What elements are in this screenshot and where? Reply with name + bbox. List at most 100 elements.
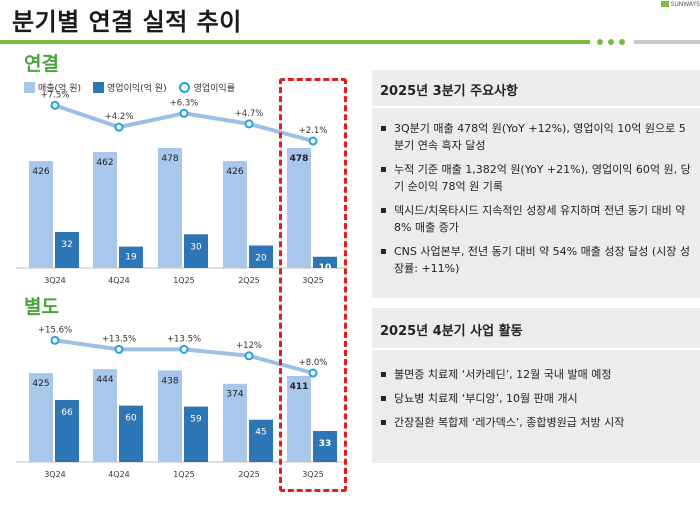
consolidated-op-income-bar: [55, 232, 79, 268]
separate-op-income-bar: [313, 431, 337, 462]
legend-op-income: 영업이익(억 원): [93, 81, 167, 94]
consolidated-margin-point: [114, 122, 124, 132]
consolidated-op-income-bar: [249, 245, 273, 268]
separate-margin-label: +12%: [236, 341, 262, 351]
consolidated-margin-point: [50, 100, 60, 110]
consolidated-margin-label: +6.3%: [170, 98, 199, 108]
panel1-bullet: 누적 기준 매출 1,382억 원(YoY +21%), 영업이익 60억 원,…: [380, 161, 694, 195]
separate-revenue-label: 438: [161, 376, 178, 386]
consolidated-op-income-bar: [119, 246, 143, 268]
legend-margin-label: 영업이익률: [193, 84, 235, 94]
separate-op-income-bar: [249, 419, 273, 462]
consolidated-tick-label: 2Q25: [238, 276, 260, 285]
title-rule: [0, 40, 590, 44]
separate-margin-label: +13.5%: [102, 334, 136, 344]
panel2-bullet: 불면증 치료제 ‘서카레딘’, 12월 국내 발매 예정: [380, 366, 694, 383]
separate-op-income-label: 45: [255, 428, 266, 438]
q3-highlight-box: [279, 78, 347, 492]
consolidated-revenue-bar: [158, 148, 182, 268]
consolidated-chart: 426 32 3Q24 462 19 4Q24 478 30 1Q25 426 20 2Q25 478 1…: [16, 90, 345, 479]
panel1-bullet: 3Q분기 매출 478억 원(YoY +12%), 영업이익 10억 원으로 5…: [380, 120, 694, 154]
chart-legend: 매출(억 원) 영업이익(억 원) 영업이익률: [24, 81, 247, 94]
legend-revenue: 매출(억 원): [24, 81, 81, 94]
consolidated-margin-point: [244, 119, 254, 129]
consolidated-tick-label: 1Q25: [173, 276, 195, 285]
separate-margin-label: +13.5%: [167, 334, 201, 344]
consolidated-op-income-label: 19: [125, 253, 137, 263]
consolidated-margin-point: [179, 108, 189, 118]
separate-margin-point: [308, 368, 318, 378]
separate-margin-label: +15.6%: [38, 325, 72, 335]
separate-revenue-bar: [287, 376, 311, 462]
separate-tick-label: 1Q25: [173, 470, 195, 479]
panel1-divider: [372, 106, 700, 108]
legend-op-income-label: 영업이익(억 원): [107, 84, 167, 94]
panel1-bullet: CNS 사업본부, 전년 동기 대비 약 54% 매출 성장 달성 (시장 성장…: [380, 243, 694, 277]
panel1-list: 3Q분기 매출 478억 원(YoY +12%), 영업이익 10억 원으로 5…: [380, 120, 694, 284]
separate-tick-label: 3Q24: [44, 470, 66, 479]
legend-revenue-label: 매출(억 원): [38, 84, 82, 94]
separate-op-income-bar: [55, 400, 79, 462]
separate-revenue-label: 444: [96, 375, 113, 385]
separate-revenue-label: 374: [226, 390, 243, 400]
consolidated-revenue-label: 478: [161, 154, 178, 164]
panel2-bullet: 당뇨병 치료제 ‘부디앙’, 10월 판매 개시: [380, 390, 694, 407]
company-logo: SUNWAYS: [660, 0, 700, 8]
consolidated-revenue-bar: [287, 148, 311, 268]
consolidated-tick-label: 3Q24: [44, 276, 66, 285]
logo-text: SUNWAYS: [670, 0, 700, 8]
separate-tick-label: 2Q25: [238, 470, 260, 479]
consolidated-revenue-label: 426: [32, 167, 49, 177]
consolidated-op-income-label: 32: [61, 240, 72, 250]
consolidated-margin-label: +7.5%: [41, 90, 70, 100]
consolidated-revenue-bar: [93, 152, 117, 268]
logo-mark-icon: [660, 1, 669, 7]
divider-dot: [597, 39, 603, 45]
separate-revenue-bar: [158, 370, 182, 462]
separate-margin-point: [179, 344, 189, 354]
panel2-divider: [372, 348, 700, 350]
legend-revenue-swatch: [24, 82, 35, 93]
q4-activities-panel: 2025년 4분기 사업 활동 불면증 치료제 ‘서카레딘’, 12월 국내 발…: [372, 308, 700, 463]
consolidated-op-income-label: 20: [255, 254, 267, 264]
divider-dot: [619, 39, 625, 45]
consolidated-tick-label: 3Q25: [302, 276, 324, 285]
separate-revenue-bar: [29, 373, 53, 462]
consolidated-tick-label: 4Q24: [108, 276, 130, 285]
consolidated-revenue-bar: [223, 161, 247, 268]
separate-margin-point: [114, 344, 124, 354]
legend-margin: 영업이익률: [178, 81, 235, 94]
separate-op-income-bar: [184, 406, 208, 462]
separate-tick-label: 4Q24: [108, 470, 130, 479]
separate-margin-point: [50, 335, 60, 345]
separate-op-income-label: 59: [190, 415, 202, 425]
consolidated-revenue-label: 478: [290, 154, 309, 164]
panel2-list: 불면증 치료제 ‘서카레딘’, 12월 국내 발매 예정 당뇨병 치료제 ‘부디…: [380, 366, 694, 438]
consolidated-op-income-bar: [184, 234, 208, 268]
separate-margin-point: [244, 351, 254, 361]
separate-label: 별도: [24, 296, 59, 318]
consolidated-revenue-label: 426: [226, 167, 243, 177]
consolidated-op-income-bar: [313, 256, 337, 268]
separate-op-income-label: 66: [61, 408, 73, 418]
separate-tick-label: 3Q25: [302, 470, 324, 479]
panel2-bullet: 간장질환 복합제 ‘레가덱스’, 종합병원급 처방 시작: [380, 414, 694, 431]
consolidated-op-income-label: 10: [319, 263, 332, 273]
divider-dot: [608, 39, 614, 45]
q3-highlights-panel: 2025년 3분기 주요사항 3Q분기 매출 478억 원(YoY +12%),…: [372, 70, 700, 298]
separate-margin-label: +8.0%: [299, 358, 328, 368]
consolidated-margin-point: [308, 136, 318, 146]
separate-revenue-label: 411: [290, 382, 309, 392]
title-rule-gray: [634, 40, 700, 44]
consolidated-revenue-bar: [29, 161, 53, 268]
consolidated-margin-label: +4.2%: [105, 112, 134, 122]
consolidated-margin-label: +4.7%: [235, 109, 264, 119]
legend-op-income-swatch: [93, 82, 105, 93]
panel1-bullet: 덱시드/치옥타시드 지속적인 성장세 유지하며 전년 동기 대비 약 8% 매출…: [380, 202, 694, 236]
separate-revenue-label: 425: [32, 379, 49, 389]
separate-op-income-label: 60: [125, 414, 137, 424]
consolidated-label: 연결: [24, 53, 59, 75]
panel1-heading: 2025년 3분기 주요사항: [380, 84, 518, 99]
legend-margin-marker-icon: [178, 82, 190, 93]
separate-op-income-bar: [119, 405, 143, 462]
